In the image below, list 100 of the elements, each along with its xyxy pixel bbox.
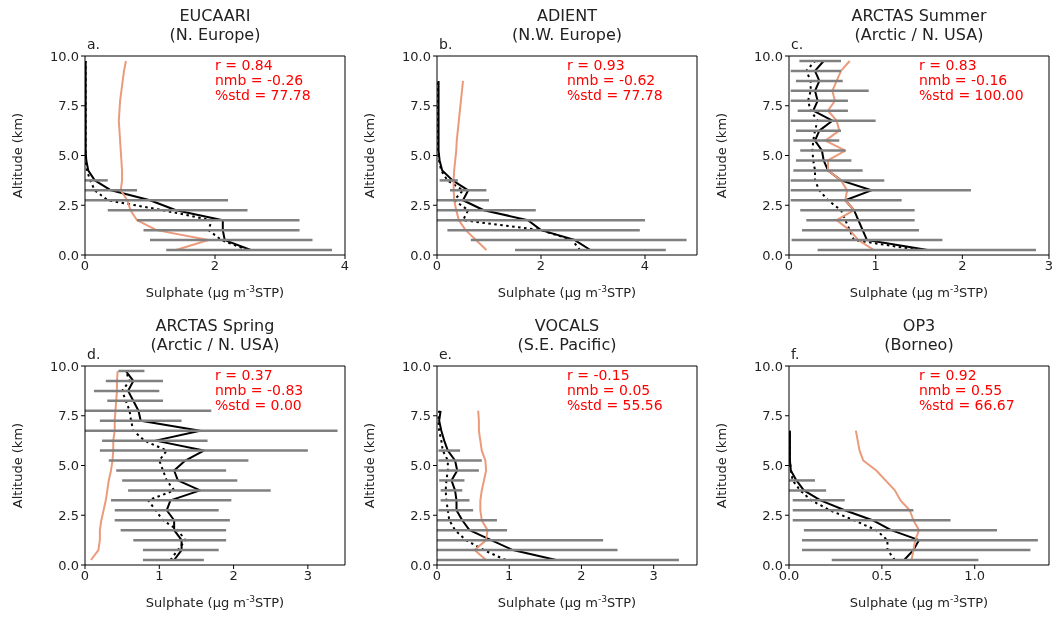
text: b. [439, 36, 453, 52]
x-tick-label: 0 [432, 568, 442, 584]
x-tick-label: 2 [536, 258, 546, 274]
line-series [452, 79, 488, 252]
x-tick-label: 0 [80, 568, 90, 584]
y-tick-label: 2.5 [410, 507, 431, 523]
chart-subtitle: (N. Europe) [169, 25, 261, 44]
y-tick-label: 10.0 [50, 358, 79, 374]
line-series [117, 59, 210, 252]
y-tick-label: 5.0 [410, 148, 431, 164]
x-tick-label: 0 [784, 258, 794, 274]
y-tick-label: 2.5 [58, 197, 79, 213]
y-tick-label: 2.5 [410, 197, 431, 213]
chart-subtitle: (N.W. Europe) [512, 25, 622, 44]
chart-title: ARCTAS Spring [154, 316, 276, 335]
y-tick-label: 10.0 [50, 48, 79, 64]
line-series [854, 429, 920, 562]
y-axis-title: Altitude (km) [362, 422, 377, 509]
text: a. [87, 36, 101, 52]
chart-title: ADIENT [536, 6, 598, 25]
annotation: %std = 100.00 [919, 87, 1024, 103]
y-tick-label: 5.0 [410, 458, 431, 474]
text: e. [439, 346, 453, 362]
x-tick-label: 0.5 [871, 568, 893, 584]
x-axis-title: Sulphate (μg m$^{-3}$STP) [497, 284, 637, 300]
y-tick-label: 0.0 [58, 247, 79, 263]
x-axis-title: Sulphate (μg m$^{-3}$STP) [145, 594, 285, 610]
x-tick-label: 1 [505, 568, 514, 584]
x-axis-title: Sulphate (μg m$^{-3}$STP) [849, 284, 989, 300]
x-tick-label: 2 [577, 568, 586, 584]
y-tick-label: 10.0 [402, 358, 431, 374]
chart-subtitle: (Borneo) [884, 335, 954, 354]
text: d. [87, 346, 101, 362]
annotation: %std = 0.00 [215, 397, 303, 413]
y-tick-label: 10.0 [754, 48, 783, 64]
line-series [824, 59, 875, 252]
x-axis-title: Sulphate (μg m$^{-3}$STP) [849, 594, 989, 610]
annotation: nmb = -0.83 [215, 382, 304, 398]
chart-title: EUCAARI [178, 6, 252, 25]
annotation: %std = 66.67 [919, 397, 1015, 413]
y-tick-label: 0.0 [762, 247, 783, 263]
x-tick-label: 2 [958, 258, 967, 274]
annotation: %std = 77.78 [567, 87, 663, 103]
annotation: nmb = -0.62 [567, 72, 657, 88]
x-tick-label: 3 [1044, 258, 1054, 274]
x-tick-label: 1.0 [964, 568, 986, 584]
annotation: nmb = -0.26 [215, 72, 305, 88]
y-tick-label: 2.5 [762, 507, 783, 523]
chart-title: VOCALS [533, 316, 601, 335]
chart-subtitle: (Arctic / N. USA) [150, 335, 280, 354]
annotation: r = 0.83 [919, 57, 978, 73]
annotation: %std = 77.78 [215, 87, 311, 103]
x-axis-title: Sulphate (μg m$^{-3}$STP) [497, 594, 637, 610]
line-series [89, 369, 119, 562]
y-tick-label: 5.0 [762, 148, 783, 164]
text: f. [791, 346, 800, 362]
annotation: r = -0.15 [567, 367, 631, 383]
y-tick-label: 10.0 [402, 48, 431, 64]
y-tick-label: 5.0 [762, 458, 783, 474]
line-series [473, 409, 489, 562]
x-tick-label: 1 [871, 258, 880, 274]
annotation: r = 0.84 [215, 57, 274, 73]
x-tick-label: 3 [303, 568, 312, 584]
annotation: nmb = -0.16 [919, 72, 1009, 88]
chart-subtitle: (Arctic / N. USA) [854, 25, 984, 44]
y-tick-label: 10.0 [754, 358, 783, 374]
y-tick-label: 5.0 [58, 148, 79, 164]
x-tick-label: 3 [649, 568, 658, 584]
chart-subtitle: (S.E. Pacific) [517, 335, 617, 354]
x-tick-label: 2 [229, 568, 238, 584]
y-axis-title: Altitude (km) [714, 112, 729, 199]
x-tick-label: 0.0 [778, 568, 800, 584]
y-axis-title: Altitude (km) [714, 422, 729, 509]
y-axis-title: Altitude (km) [10, 112, 25, 199]
x-tick-label: 1 [155, 568, 164, 584]
annotation: nmb = 0.55 [919, 382, 1004, 398]
annotation: r = 0.37 [215, 367, 274, 383]
x-tick-label: 4 [340, 258, 350, 274]
y-tick-label: 2.5 [58, 507, 79, 523]
chart-title: OP3 [901, 316, 937, 335]
annotation: %std = 55.56 [567, 397, 663, 413]
x-tick-label: 0 [432, 258, 442, 274]
x-axis-title: Sulphate (μg m$^{-3}$STP) [145, 284, 285, 300]
y-tick-label: 2.5 [762, 197, 783, 213]
y-tick-label: 0.0 [58, 557, 79, 573]
y-tick-label: 7.5 [762, 98, 783, 114]
chart-title: ARCTAS Summer [850, 6, 988, 25]
y-tick-label: 7.5 [410, 98, 431, 114]
y-tick-label: 7.5 [58, 408, 79, 424]
y-tick-label: 0.0 [410, 247, 431, 263]
y-tick-label: 5.0 [58, 458, 79, 474]
x-tick-label: 4 [640, 258, 650, 274]
y-tick-label: 0.0 [410, 557, 431, 573]
y-tick-label: 7.5 [410, 408, 431, 424]
annotation: r = 0.93 [567, 57, 626, 73]
y-tick-label: 7.5 [58, 98, 79, 114]
annotation: r = 0.92 [919, 367, 978, 383]
y-tick-label: 7.5 [762, 408, 783, 424]
annotation: nmb = 0.05 [567, 382, 652, 398]
x-tick-label: 2 [210, 258, 220, 274]
